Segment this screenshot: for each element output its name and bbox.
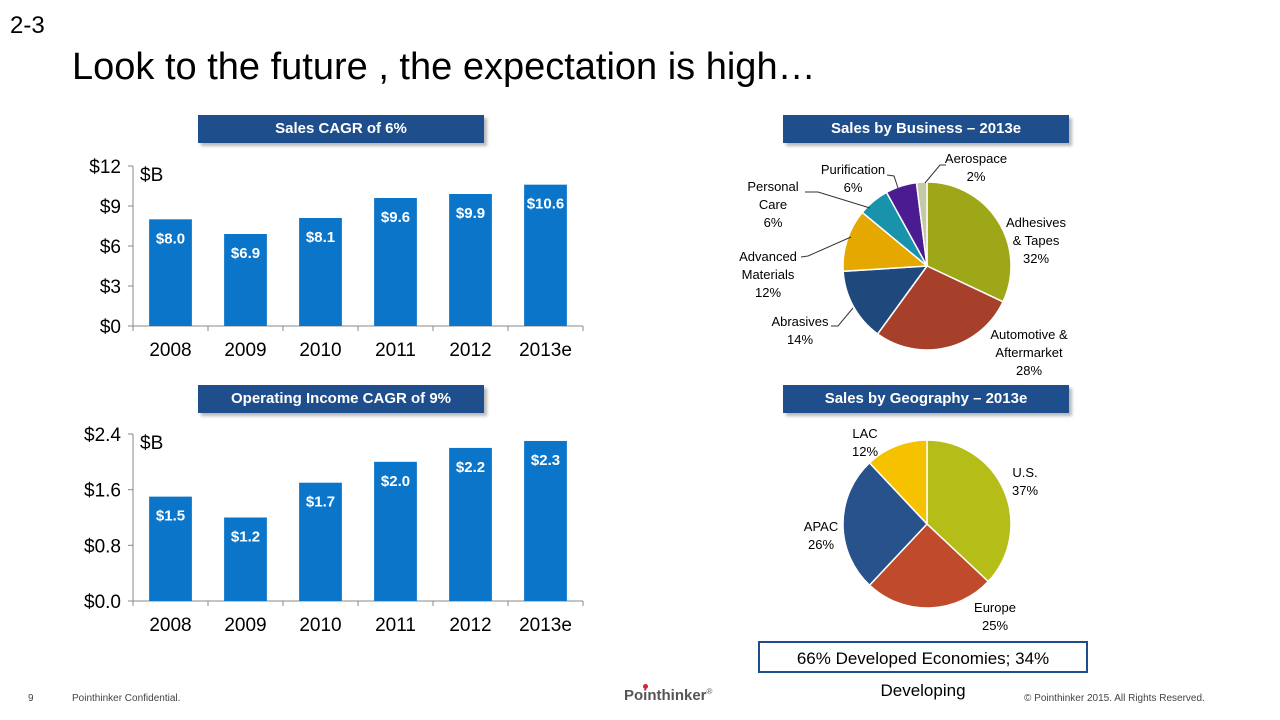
bar-2009	[224, 517, 267, 601]
x-tick-label: 2009	[224, 340, 266, 361]
y-tick-label: $1.6	[84, 481, 121, 502]
y-tick-label: $0.8	[84, 536, 121, 557]
x-tick-label: 2012	[449, 340, 491, 361]
operating-income-bar-chart: $0.0 $0.8 $1.6 $2.4 $B $1.5 2008 $1.2 2009 $1.7 20…	[84, 425, 584, 636]
business-pie-chart: Adhesives & Tapes 32% Automotive & Aftermark…	[739, 151, 1068, 378]
pie-leader-line	[805, 191, 871, 209]
pie-slice-label: Adhesives & Tapes 32%	[1006, 215, 1066, 266]
business-pie-banner: Sales by Business – 2013e	[783, 115, 1069, 143]
y-tick-label: $6	[100, 237, 121, 258]
pie-leader-line	[831, 307, 854, 327]
bar-data-label: $6.9	[231, 245, 260, 262]
pie-slice-label: Abrasives 14%	[771, 314, 829, 347]
income-chart-banner: Operating Income CAGR of 9%	[198, 385, 484, 413]
geography-pie-chart: U.S. 37% Europe 25% APAC 26% LAC 12%	[804, 426, 1039, 633]
bar-2008	[149, 496, 192, 601]
pie-leader-line	[800, 236, 852, 258]
y-tick-label: $0.0	[84, 592, 121, 613]
x-tick-label: 2008	[149, 340, 191, 361]
x-tick-label: 2009	[224, 615, 266, 636]
bar-data-label: $1.5	[156, 508, 185, 525]
bar-2012	[449, 447, 492, 601]
pie-slice-label: Automotive & Aftermarket 28%	[990, 327, 1068, 378]
x-tick-label: 2011	[375, 615, 416, 636]
pie-slice-automotive-aftermarket	[876, 265, 1005, 351]
pie-leader-line	[924, 164, 946, 184]
pie-slice-label: Aerospace 2%	[945, 151, 1007, 184]
bar-data-label: $1.7	[306, 494, 335, 511]
bar-data-label: $8.0	[156, 230, 185, 247]
footer-page-number: 9	[28, 693, 34, 704]
pie-slice-aerospace	[915, 181, 928, 267]
bar-data-label: $8.1	[306, 229, 335, 246]
bar-data-label: $2.0	[381, 473, 410, 490]
pointhinker-logo: Pointhinker®	[624, 687, 713, 704]
geography-pie-banner: Sales by Geography – 2013e	[783, 385, 1069, 413]
x-tick-label: 2010	[299, 615, 341, 636]
bar-data-label: $9.6	[381, 209, 410, 226]
logo-dot-icon	[643, 684, 648, 689]
pie-slice-advanced-materials	[842, 211, 929, 273]
pie-slice-europe	[868, 522, 990, 609]
pie-slice-u-s-	[926, 439, 1012, 583]
pie-slice-label: Personal Care 6%	[747, 179, 798, 230]
slide-number: 2-3	[10, 12, 45, 39]
bar-data-label: $10.6	[527, 196, 565, 213]
y-tick-label: $3	[100, 277, 121, 298]
y-tick-label: $9	[100, 197, 121, 218]
bar-2013e	[524, 440, 567, 601]
bar-2008	[149, 219, 192, 326]
x-tick-label: 2013e	[519, 615, 572, 636]
unit-label: $B	[140, 165, 163, 186]
pie-slice-label: LAC 12%	[852, 426, 878, 459]
sales-bar-chart: $0 $3 $6 $9 $12 $B $8.0 2008 $6.9 2009 $8.1 2010 $9.…	[89, 157, 584, 361]
pie-slice-apac	[842, 461, 929, 587]
pie-slice-abrasives	[842, 265, 929, 336]
unit-label: $B	[140, 433, 163, 454]
bar-2012	[449, 194, 492, 326]
bar-data-label: $9.9	[456, 205, 485, 222]
sales-chart-banner: Sales CAGR of 6%	[198, 115, 484, 143]
x-tick-label: 2008	[149, 615, 191, 636]
developed-economies-note: 66% Developed Economies; 34% Developing	[758, 641, 1088, 700]
pie-leader-line	[886, 174, 899, 189]
bar-data-label: $2.3	[531, 452, 560, 469]
bar-data-label: $2.2	[456, 459, 485, 476]
bar-2010	[299, 218, 342, 326]
x-tick-label: 2011	[375, 340, 416, 361]
pie-slice-label: Europe 25%	[974, 600, 1016, 633]
footer-confidential: Pointhinker Confidential.	[72, 693, 181, 704]
pie-slice-label: Advanced Materials 12%	[739, 249, 797, 300]
bar-2009	[224, 234, 267, 326]
x-tick-label: 2010	[299, 340, 341, 361]
pie-slice-lac	[868, 439, 928, 526]
bar-2011	[374, 198, 417, 326]
page-title: Look to the future , the expectation is …	[72, 46, 816, 88]
y-tick-label: $0	[100, 317, 121, 338]
bar-data-label: $1.2	[231, 529, 260, 546]
bar-2013e	[524, 184, 567, 326]
y-tick-label: $2.4	[84, 425, 121, 446]
pie-slice-adhesives-tapes	[926, 181, 1012, 303]
bar-2011	[374, 461, 417, 601]
x-tick-label: 2013e	[519, 340, 572, 361]
pie-slice-label: U.S. 37%	[1012, 465, 1038, 498]
y-tick-label: $12	[89, 157, 121, 178]
x-tick-label: 2012	[449, 615, 491, 636]
pie-slice-label: Purification 6%	[821, 162, 885, 195]
pie-slice-label: APAC 26%	[804, 519, 838, 552]
footer-copyright: © Pointhinker 2015. All Rights Reserved.	[1024, 693, 1205, 704]
bar-2010	[299, 482, 342, 601]
